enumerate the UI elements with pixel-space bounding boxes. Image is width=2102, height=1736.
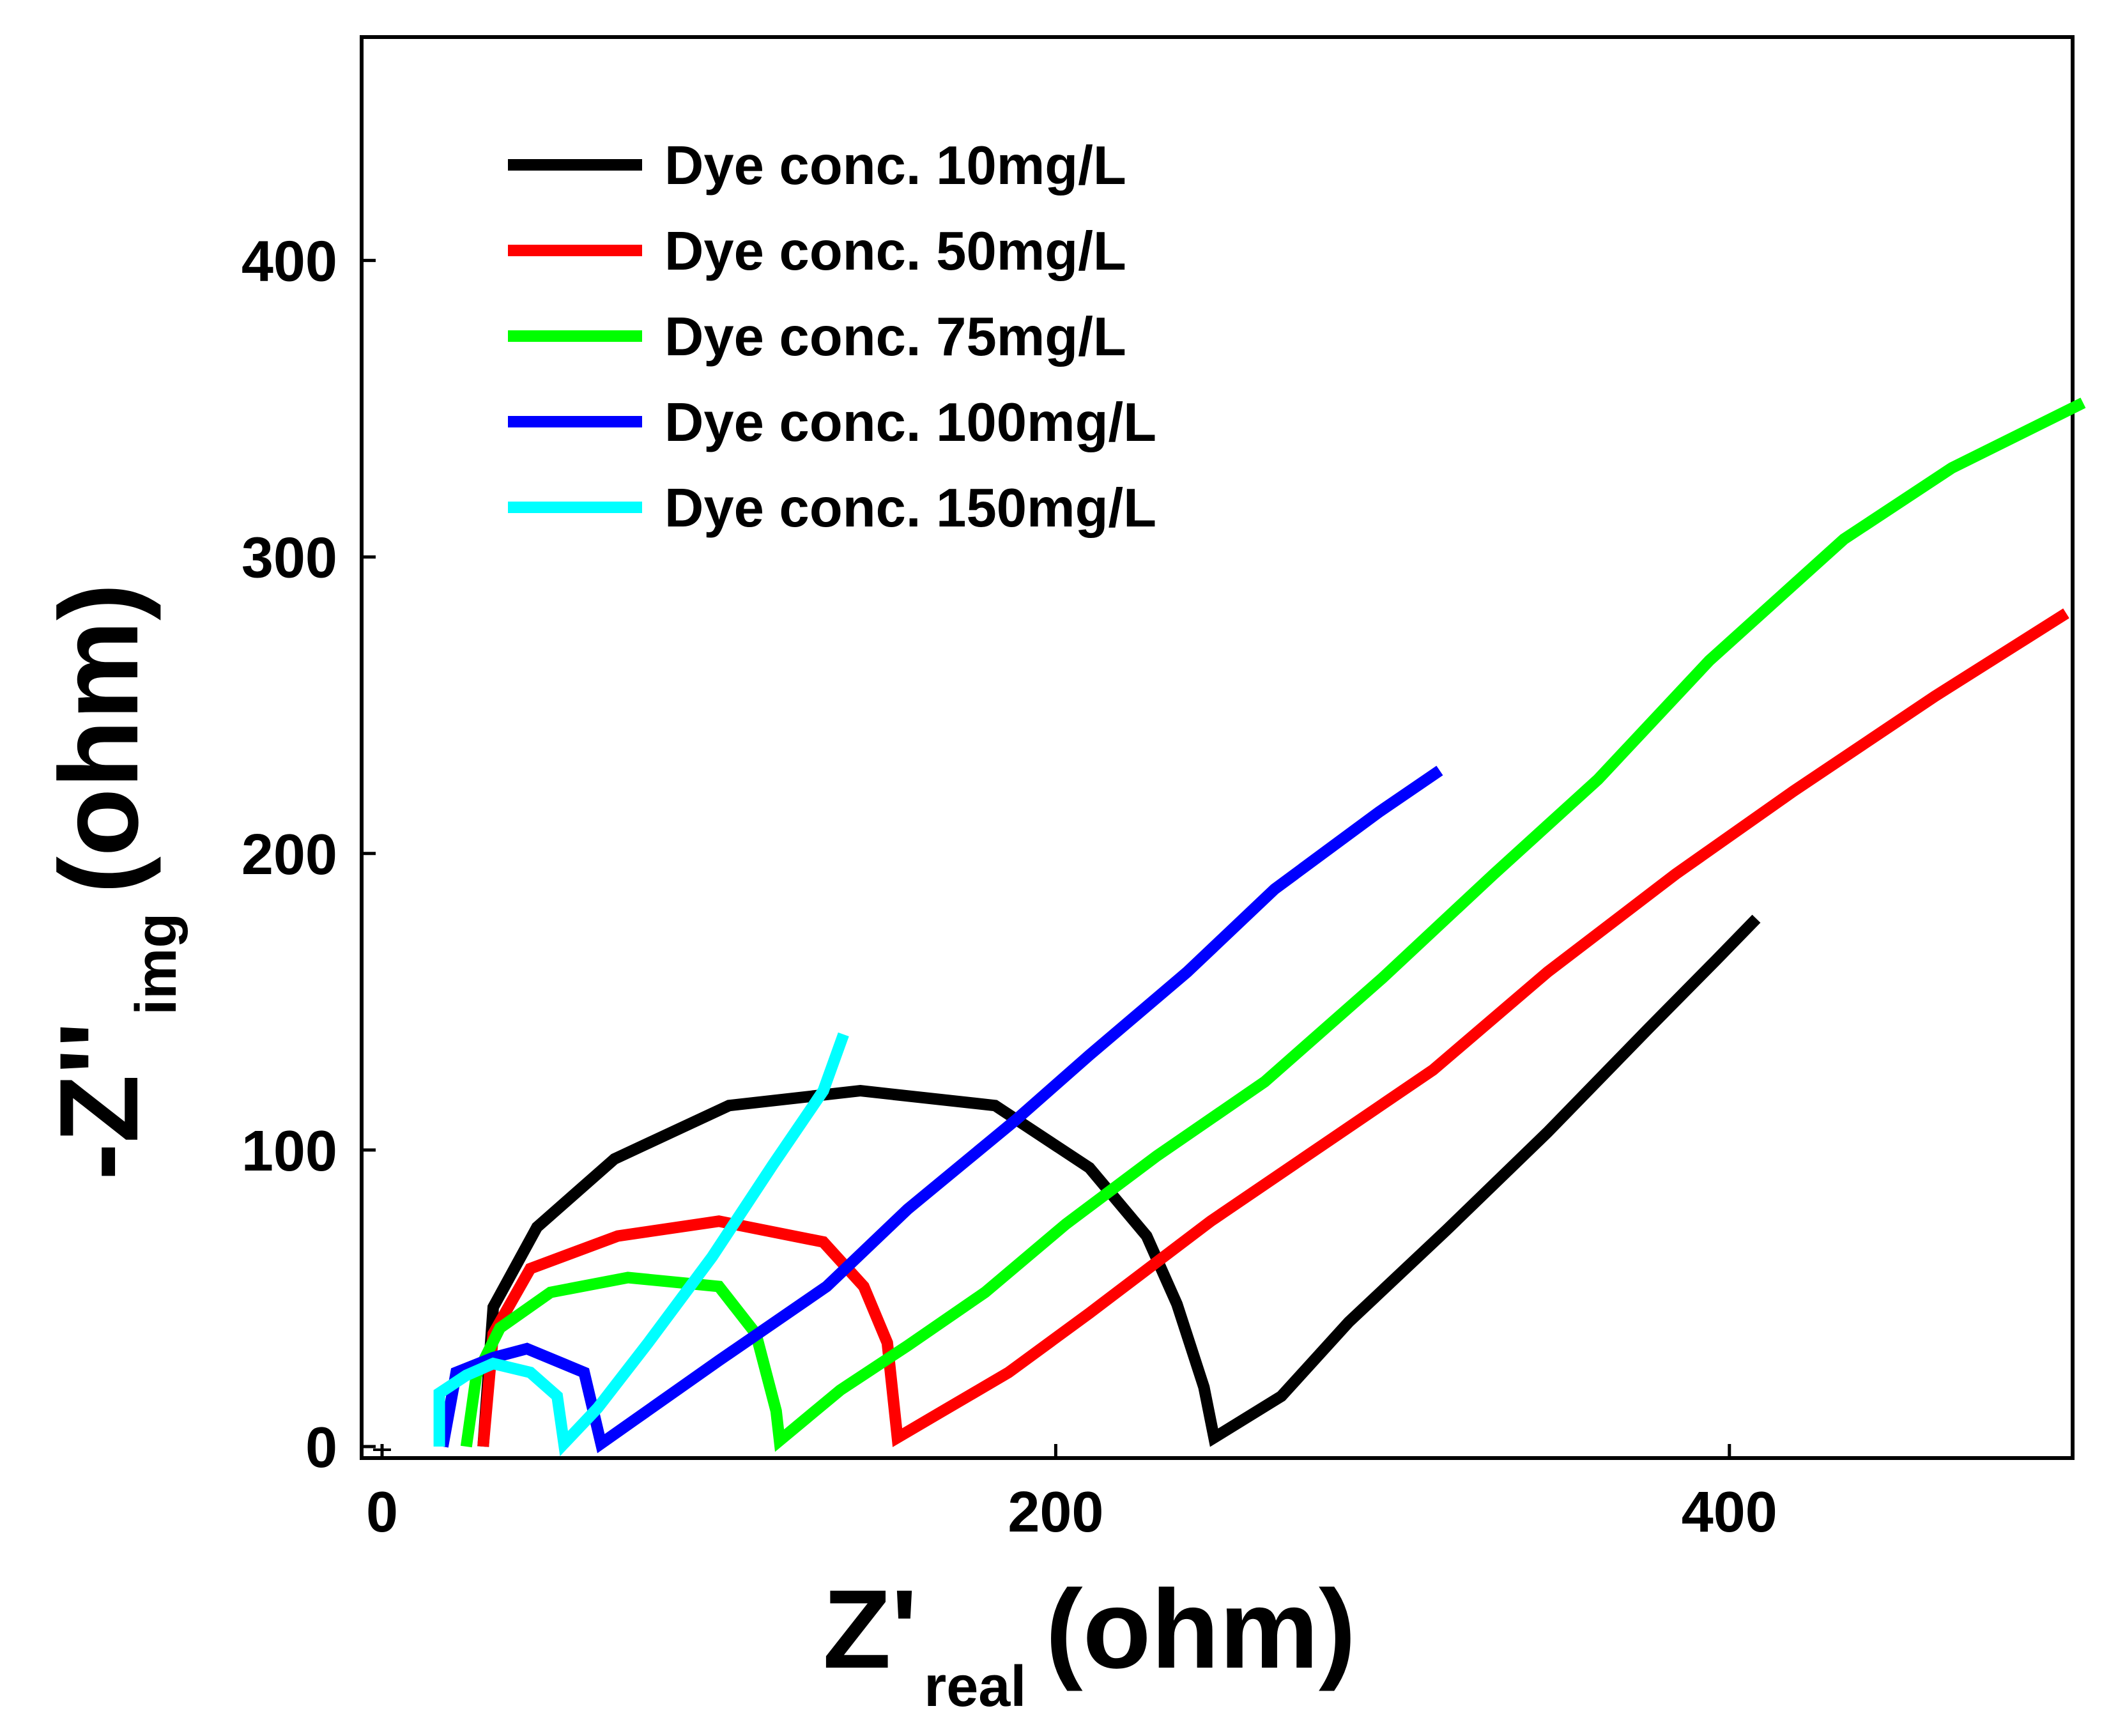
plot-frame — [360, 35, 2075, 1460]
tick-labels: 0 200 400 0 100 200 300 400 — [242, 230, 1777, 1544]
y-tick-label-3: 300 — [242, 526, 337, 590]
x-axis-title-sub: real — [924, 1655, 1026, 1719]
legend: Dye conc. 10mg/L Dye conc. 50mg/L Dye conc… — [508, 135, 1156, 539]
legend-label-1: Dye conc. 10mg/L — [664, 135, 1126, 196]
legend-label-5: Dye conc. 150mg/L — [664, 478, 1156, 539]
legend-label-3: Dye conc. 75mg/L — [664, 307, 1126, 367]
series-line-1 — [477, 914, 1761, 1447]
series-line-5 — [433, 1032, 849, 1457]
y-tick-label-4: 400 — [242, 230, 337, 294]
y-axis-title-unit: (ohm) — [37, 583, 162, 894]
x-tick-label-2: 400 — [1682, 1480, 1777, 1544]
y-axis-title-sub: img — [125, 913, 188, 1015]
y-tick-label-0: 0 — [305, 1416, 337, 1480]
series-line-3 — [460, 397, 2086, 1452]
y-axis-title: -Z'' img (ohm) — [37, 583, 188, 1180]
data-series — [433, 397, 2086, 1457]
legend-label-4: Dye conc. 100mg/L — [664, 392, 1156, 453]
x-tick-label-1: 200 — [1008, 1480, 1103, 1544]
y-tick-label-2: 200 — [242, 823, 337, 887]
y-axis-title-main: -Z'' — [37, 1022, 162, 1180]
legend-label-2: Dye conc. 50mg/L — [664, 221, 1126, 282]
x-axis-title-main: Z' — [823, 1567, 918, 1692]
series-line-2 — [477, 608, 2069, 1447]
x-axis-title: Z' real (ohm) — [823, 1567, 1356, 1719]
y-tick-label-1: 100 — [242, 1119, 337, 1183]
x-tick-label-0: 0 — [366, 1480, 398, 1544]
series-line-4 — [437, 765, 1443, 1454]
x-axis-title-unit: (ohm) — [1045, 1567, 1356, 1692]
axis-ticks — [362, 259, 1731, 1458]
